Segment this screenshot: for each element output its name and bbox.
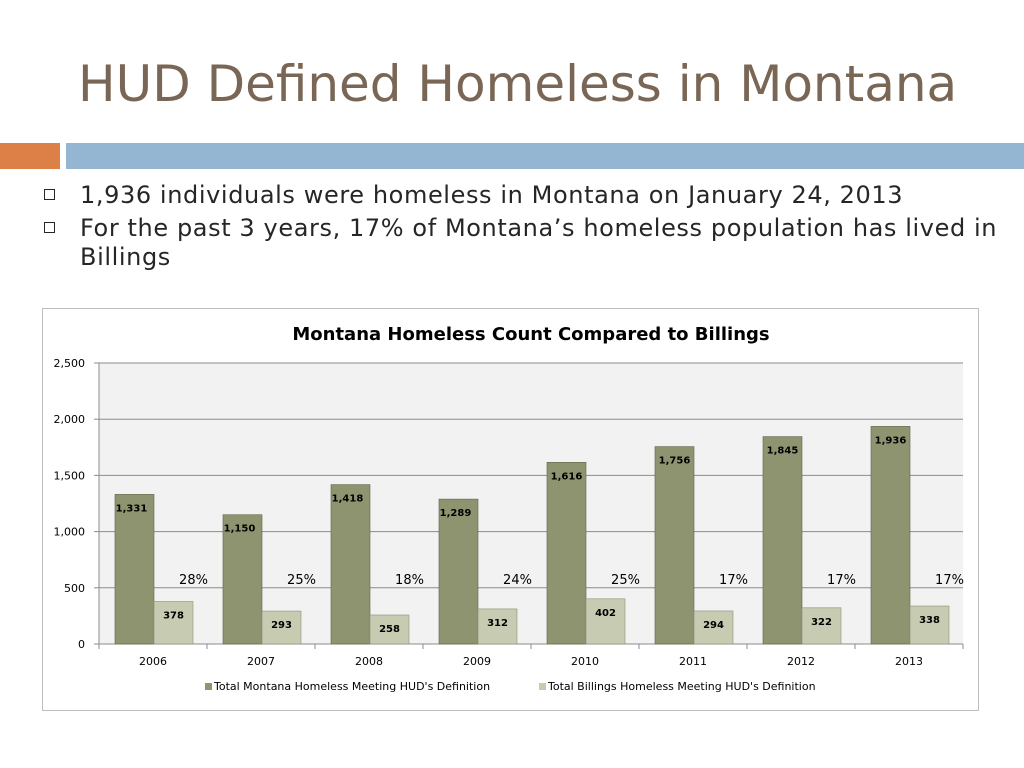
x-tick-label: 2008 <box>355 655 383 668</box>
chart-frame: Montana Homeless Count Compared to Billi… <box>42 308 979 711</box>
bar-montana <box>114 494 155 645</box>
data-label-montana: 1,331 <box>116 503 148 514</box>
data-label-montana: 1,936 <box>875 435 907 446</box>
legend-swatch-montana <box>205 683 212 690</box>
percent-label: 28% <box>179 573 208 588</box>
bullet-item: 1,936 individuals were homeless in Monta… <box>44 181 1004 210</box>
bar-billings <box>261 610 302 645</box>
x-tick-label: 2011 <box>679 655 707 668</box>
percent-label: 17% <box>719 573 748 588</box>
bar-billings <box>477 608 518 645</box>
bar-billings <box>369 614 410 645</box>
bullet-text: For the past 3 years, 17% of Montana’s h… <box>80 214 998 271</box>
bar-montana <box>546 462 587 645</box>
bar-montana <box>222 514 263 645</box>
percent-label: 17% <box>935 573 964 588</box>
legend-label-montana: Total Montana Homeless Meeting HUD's Def… <box>213 680 490 693</box>
x-tick-label: 2009 <box>463 655 491 668</box>
y-tick-label: 500 <box>64 582 85 595</box>
bar-billings <box>909 605 950 645</box>
accent-bar-orange <box>0 143 60 169</box>
bar-montana <box>654 446 695 645</box>
data-label-billings: 338 <box>919 615 940 626</box>
data-label-billings: 402 <box>595 608 616 619</box>
data-label-billings: 258 <box>379 624 400 635</box>
bar-billings <box>585 598 626 645</box>
bar-montana <box>438 498 479 645</box>
percent-label: 17% <box>827 573 856 588</box>
bar-billings <box>693 610 734 645</box>
data-label-montana: 1,289 <box>440 508 472 519</box>
square-bullet-icon <box>44 189 55 200</box>
x-tick-label: 2012 <box>787 655 815 668</box>
percent-label: 24% <box>503 573 532 588</box>
x-tick-label: 2013 <box>895 655 923 668</box>
y-tick-label: 1,000 <box>54 526 86 539</box>
data-label-montana: 1,756 <box>659 456 691 467</box>
data-label-montana: 1,616 <box>551 471 583 482</box>
square-bullet-icon <box>44 222 55 233</box>
y-tick-label: 2,000 <box>54 413 86 426</box>
x-tick-label: 2007 <box>247 655 275 668</box>
slide-title: HUD Defined Homeless in Montana <box>78 55 958 113</box>
bullet-list: 1,936 individuals were homeless in Monta… <box>44 181 1004 276</box>
legend-swatch-billings <box>539 683 546 690</box>
bar-montana <box>870 426 911 645</box>
data-label-billings: 322 <box>811 617 832 628</box>
bar-billings <box>801 607 842 645</box>
bar-montana <box>762 436 803 645</box>
data-label-billings: 294 <box>703 620 724 631</box>
percent-label: 25% <box>287 573 316 588</box>
accent-bar-blue <box>66 143 1024 169</box>
y-tick-label: 1,500 <box>54 469 86 482</box>
data-label-billings: 312 <box>487 618 508 629</box>
bar-chart: Montana Homeless Count Compared to Billi… <box>54 324 964 693</box>
bullet-item: For the past 3 years, 17% of Montana’s h… <box>44 214 1004 272</box>
x-tick-label: 2006 <box>139 655 167 668</box>
bar-billings <box>153 601 194 645</box>
chart-title: Montana Homeless Count Compared to Billi… <box>292 324 769 345</box>
percent-label: 25% <box>611 573 640 588</box>
data-label-montana: 1,150 <box>224 524 256 535</box>
data-label-montana: 1,845 <box>767 446 799 457</box>
percent-label: 18% <box>395 573 424 588</box>
data-label-billings: 293 <box>271 620 292 631</box>
bullet-text: 1,936 individuals were homeless in Monta… <box>80 181 904 209</box>
data-label-billings: 378 <box>163 611 184 622</box>
bar-montana <box>330 484 371 645</box>
y-tick-label: 0 <box>78 638 85 651</box>
data-label-montana: 1,418 <box>332 494 364 505</box>
legend-label-billings: Total Billings Homeless Meeting HUD's De… <box>547 680 816 693</box>
x-tick-label: 2010 <box>571 655 599 668</box>
y-tick-label: 2,500 <box>54 357 86 370</box>
